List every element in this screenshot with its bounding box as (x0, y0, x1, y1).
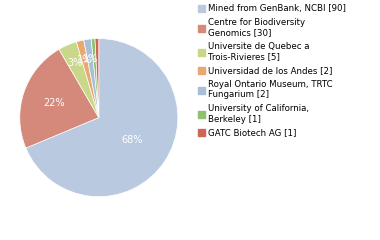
Legend: Mined from GenBank, NCBI [90], Centre for Biodiversity
Genomics [30], Universite: Mined from GenBank, NCBI [90], Centre fo… (198, 4, 346, 137)
Text: 68%: 68% (121, 134, 142, 144)
Wedge shape (20, 49, 99, 148)
Wedge shape (59, 42, 99, 118)
Text: 22%: 22% (43, 97, 65, 108)
Text: 1%: 1% (77, 55, 92, 65)
Wedge shape (26, 39, 178, 197)
Wedge shape (95, 39, 99, 118)
Wedge shape (76, 40, 99, 118)
Wedge shape (91, 39, 99, 118)
Wedge shape (84, 39, 99, 118)
Text: 1%: 1% (83, 54, 98, 64)
Text: 3%: 3% (68, 58, 83, 68)
